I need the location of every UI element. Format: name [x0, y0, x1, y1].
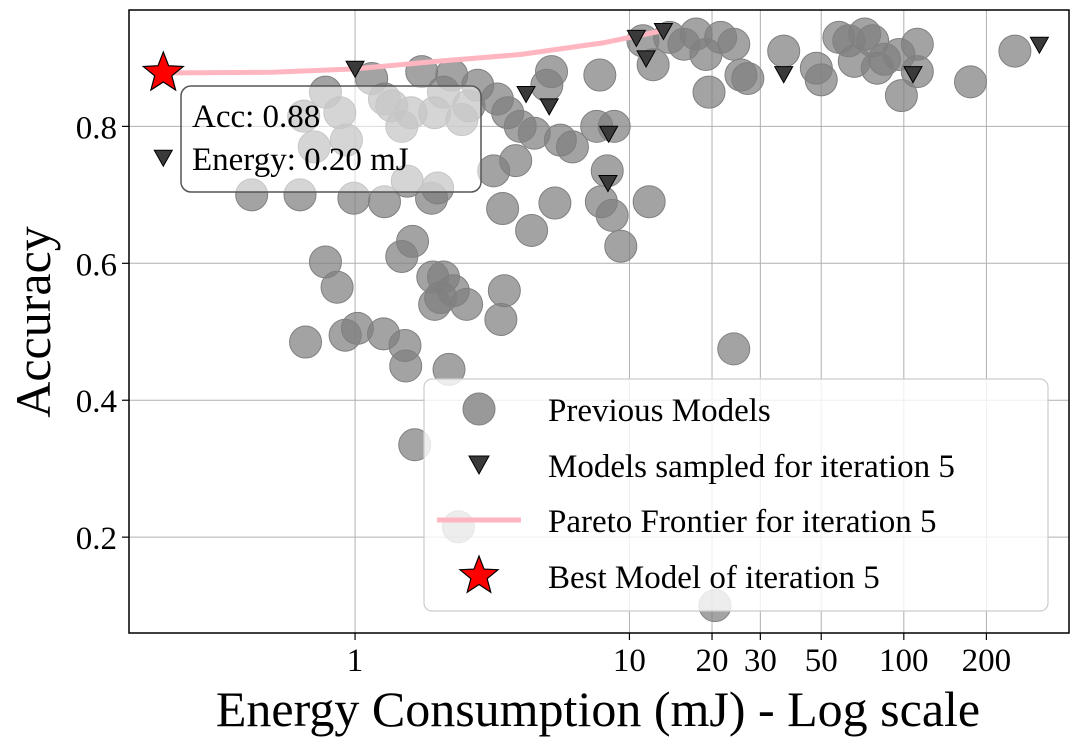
sampled-model-point: [598, 175, 618, 193]
previous-model-point: [717, 332, 751, 366]
previous-model-point: [731, 61, 765, 95]
legend-previous-marker: [462, 392, 496, 426]
previous-model-point: [632, 185, 666, 219]
pareto-frontier-line: [160, 28, 666, 76]
axes-frame: [128, 9, 1070, 634]
legend-best-label: Best Model of iteration 5: [548, 560, 880, 596]
legend-best-marker: [458, 554, 500, 594]
sampled-model-point: [636, 50, 656, 68]
previous-model-point: [486, 192, 520, 226]
sampled-model-point: [153, 149, 174, 168]
x-tick-label: 50: [805, 643, 838, 679]
x-tick-label: 100: [879, 643, 929, 679]
previous-model-point: [717, 27, 751, 61]
sampled-model-point: [598, 125, 619, 144]
x-tick-label: 30: [744, 643, 777, 679]
best-model-annotation: Acc: 0.88 Energy: 0.20 mJ: [180, 85, 482, 193]
annotation-box: [180, 85, 482, 193]
legend-pareto-label: Pareto Frontier for iteration 5: [548, 504, 937, 540]
legend-sampled-label: Models sampled for iteration 5: [548, 449, 955, 485]
annotation-energy-text: Energy: 0.20 mJ: [192, 142, 409, 178]
sampled-model-point: [516, 86, 536, 104]
sampled-model-point: [1029, 36, 1050, 55]
y-tick-label: 0.4: [76, 384, 117, 420]
x-tick-label: 200: [962, 643, 1012, 679]
previous-model-point: [487, 274, 521, 308]
previous-model-point: [484, 302, 518, 336]
previous-model-point: [515, 213, 549, 247]
sampled-model-point: [539, 98, 560, 116]
y-axis-label: Accuracy: [5, 226, 61, 418]
previous-model-point: [555, 130, 589, 164]
sampled-model-point: [773, 66, 794, 84]
previous-model-point: [538, 186, 572, 220]
previous-model-point: [604, 229, 638, 263]
y-tick-label: 0.8: [76, 110, 117, 146]
axis-ticks: 1 10 20 30 50 100 200 0.2 0.4 0.6 0.8: [76, 110, 1011, 679]
y-tick-label: 0.6: [76, 247, 117, 283]
annotation-acc-text: Acc: 0.88: [192, 99, 320, 135]
sampled-model-point: [345, 60, 365, 79]
previous-model-point: [535, 55, 569, 89]
previous-model-point: [320, 270, 354, 304]
x-tick-label: 1: [347, 643, 364, 679]
sampled-model-point: [626, 29, 647, 48]
x-axis-label: Energy Consumption (mJ) - Log scale: [216, 681, 980, 737]
legend: Previous Models Models sampled for itera…: [423, 378, 1049, 612]
previous-model-point: [884, 79, 918, 113]
x-tick-label: 20: [696, 643, 729, 679]
previous-model-point: [583, 58, 617, 92]
best-model-star: [141, 50, 185, 92]
sampled-model-point: [903, 66, 923, 84]
previous-model-point: [804, 63, 838, 97]
legend-box: [423, 378, 1049, 612]
y-tick-label: 0.2: [76, 521, 117, 557]
previous-model-point: [998, 34, 1032, 68]
previous-model-point: [692, 75, 726, 109]
x-tick-label: 10: [613, 643, 646, 679]
previous-model-point: [289, 325, 323, 359]
previous-model-point: [953, 65, 987, 99]
legend-previous-label: Previous Models: [548, 393, 771, 429]
previous-model-point: [499, 144, 533, 178]
sampled-model-point: [653, 23, 674, 41]
previous-model-point: [450, 287, 484, 321]
previous-model-point: [595, 198, 629, 232]
previous-model-point: [767, 34, 801, 68]
previous-model-point: [389, 349, 423, 383]
previous-model-point: [385, 239, 419, 273]
legend-sampled-marker: [468, 455, 490, 476]
